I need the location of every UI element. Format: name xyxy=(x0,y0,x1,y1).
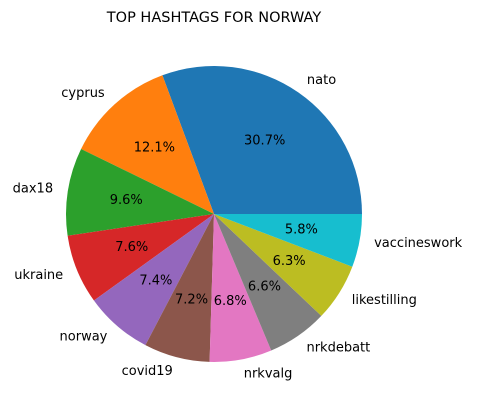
slice-label-likestilling: likestilling xyxy=(352,293,417,308)
slice-label-cyprus: cyprus xyxy=(61,86,105,101)
pct-label-ukraine: 7.6% xyxy=(115,240,148,255)
slice-label-norway: norway xyxy=(60,330,108,345)
pie-slice-nrkvalg xyxy=(209,214,272,362)
pie-labels: nato 30.7% cyprus 12.1% dax18 9.6% ukraine 7.6%… xyxy=(13,73,463,382)
chart-title: TOP HASHTAGS FOR NORWAY xyxy=(106,10,322,26)
slice-label-nrkvalg: nrkvalg xyxy=(244,367,293,382)
pie-slice-nrkdebatt xyxy=(214,214,322,351)
slice-label-nrkdebatt: nrkdebatt xyxy=(306,340,370,355)
pct-label-vaccineswork: 5.8% xyxy=(285,223,318,238)
pie-slices xyxy=(66,66,362,362)
pct-label-cyprus: 12.1% xyxy=(134,141,175,156)
slice-label-covid19: covid19 xyxy=(122,364,173,379)
slice-label-vaccineswork: vaccineswork xyxy=(374,236,463,251)
pct-label-nato: 30.7% xyxy=(244,134,285,149)
slice-label-dax18: dax18 xyxy=(13,182,53,197)
pct-label-nrkdebatt: 6.6% xyxy=(248,280,281,295)
pie-slice-vaccineswork xyxy=(214,214,362,267)
pie-slice-nato xyxy=(162,66,362,214)
slice-label-ukraine: ukraine xyxy=(14,268,63,283)
pie-slice-covid19 xyxy=(145,214,214,362)
pie-slice-ukraine xyxy=(67,214,214,301)
pct-label-dax18: 9.6% xyxy=(110,193,143,208)
pct-label-covid19: 7.2% xyxy=(175,292,208,307)
pct-label-likestilling: 6.3% xyxy=(273,254,306,269)
pie-slice-likestilling xyxy=(214,214,353,316)
slice-label-nato: nato xyxy=(307,73,336,88)
pct-label-norway: 7.4% xyxy=(139,274,172,289)
pie-slice-cyprus xyxy=(81,75,214,215)
pct-label-nrkvalg: 6.8% xyxy=(214,294,247,309)
pie-slice-norway xyxy=(93,214,214,346)
pie-slice-dax18 xyxy=(66,148,214,236)
